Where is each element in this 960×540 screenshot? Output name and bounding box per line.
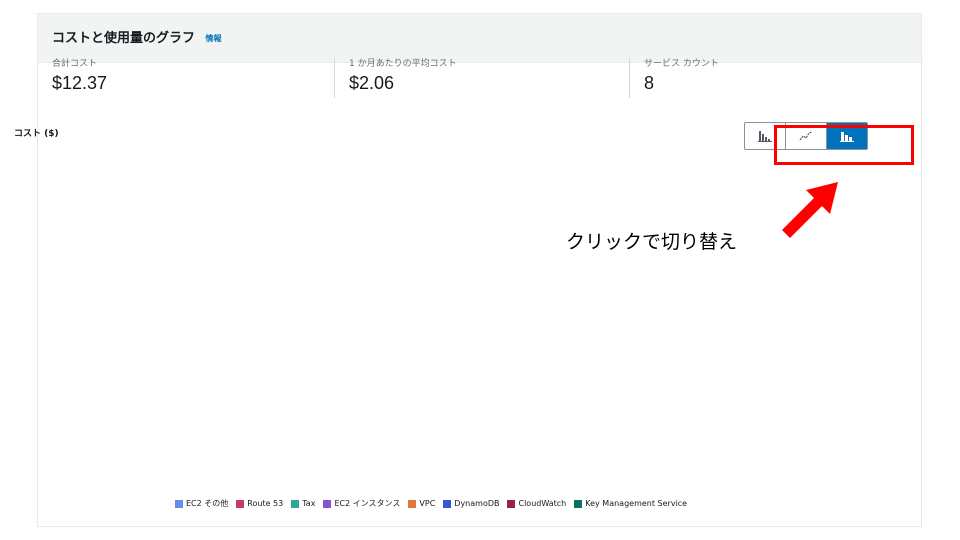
metric-divider bbox=[334, 58, 335, 98]
legend-label: EC2 その他 bbox=[186, 499, 229, 508]
legend-label: CloudWatch bbox=[518, 499, 567, 508]
legend-item[interactable]: EC2 その他 bbox=[175, 498, 228, 509]
line-chart-button[interactable] bbox=[786, 123, 827, 149]
legend-label: Key Management Service bbox=[585, 499, 688, 508]
total-cost-label: 合計コスト bbox=[52, 59, 98, 69]
legend-swatch bbox=[574, 499, 583, 508]
legend-item[interactable]: CloudWatch bbox=[507, 498, 566, 509]
y-axis-title: コスト ($) bbox=[14, 129, 59, 139]
avg-cost-metric: 1 か月あたりの平均コスト $2.06 bbox=[349, 56, 457, 94]
panel-title-text: コストと使用量のグラフ bbox=[52, 31, 196, 46]
chart-legend: EC2 その他 Route 53 Tax EC2 インスタンス VPC DynamoDB C… bbox=[175, 498, 687, 509]
legend-swatch bbox=[236, 499, 245, 508]
panel-header: コストと使用量のグラフ 情報 bbox=[38, 14, 921, 63]
stacked-bar-chart-icon bbox=[840, 132, 854, 142]
legend-swatch bbox=[323, 499, 332, 508]
legend-item[interactable]: EC2 インスタンス bbox=[323, 498, 400, 509]
legend-label: DynamoDB bbox=[454, 499, 500, 508]
bar-chart-icon bbox=[758, 131, 772, 142]
total-cost-metric: 合計コスト $12.37 bbox=[52, 56, 107, 94]
annotation-text: クリックで切り替え bbox=[566, 231, 738, 253]
line-chart-icon bbox=[799, 131, 813, 141]
red-arrow-icon bbox=[782, 182, 838, 238]
avg-cost-label: 1 か月あたりの平均コスト bbox=[349, 59, 457, 69]
avg-cost-value: $2.06 bbox=[349, 73, 395, 93]
legend-swatch bbox=[443, 499, 452, 508]
legend-label: Route 53 bbox=[247, 499, 284, 508]
legend-item[interactable]: Route 53 bbox=[236, 498, 283, 509]
total-cost-value: $12.37 bbox=[52, 73, 108, 93]
legend-label: EC2 インスタンス bbox=[334, 499, 401, 508]
legend-swatch bbox=[408, 499, 417, 508]
legend-item[interactable]: Key Management Service bbox=[574, 498, 687, 509]
metric-divider bbox=[629, 58, 630, 98]
bar-chart-button[interactable] bbox=[745, 123, 786, 149]
toggle-highlight-box bbox=[774, 125, 914, 165]
panel-title: コストと使用量のグラフ 情報 bbox=[52, 27, 222, 46]
legend-item[interactable]: VPC bbox=[408, 498, 435, 509]
legend-item[interactable]: DynamoDB bbox=[443, 498, 499, 509]
service-count-value: 8 bbox=[644, 73, 655, 93]
info-link[interactable]: 情報 bbox=[205, 34, 222, 43]
legend-swatch bbox=[507, 499, 516, 508]
service-count-label: サービス カウント bbox=[644, 59, 719, 69]
legend-swatch bbox=[175, 499, 183, 508]
legend-label: VPC bbox=[419, 499, 436, 508]
service-count-metric: サービス カウント 8 bbox=[644, 56, 719, 94]
cost-usage-panel: コストと使用量のグラフ 情報 bbox=[37, 13, 922, 527]
legend-label: Tax bbox=[302, 499, 316, 508]
legend-swatch bbox=[291, 499, 300, 508]
legend-item[interactable]: Tax bbox=[291, 498, 315, 509]
